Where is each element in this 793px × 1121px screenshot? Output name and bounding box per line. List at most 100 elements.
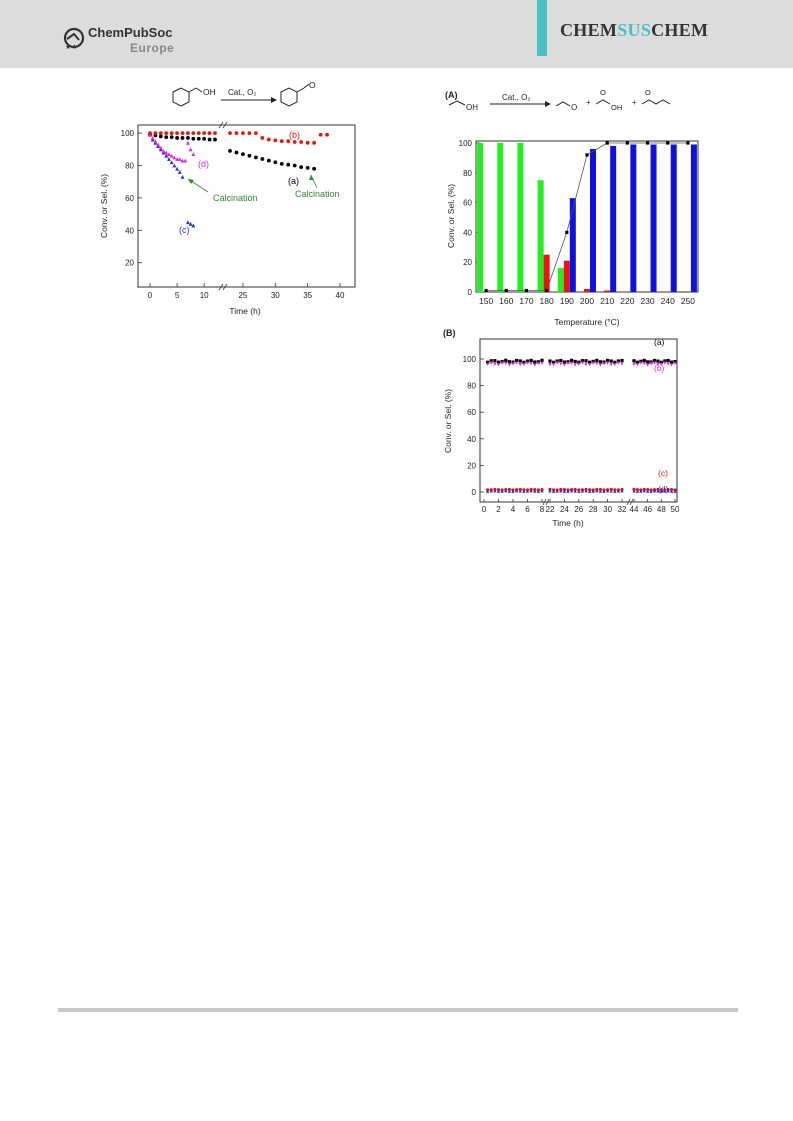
data-point-B-3 — [639, 489, 643, 493]
data-point-B-3 — [500, 489, 504, 493]
data-point-left-0 — [273, 160, 278, 165]
bar-A-series0-180 — [537, 180, 544, 292]
data-point-B-0 — [613, 360, 617, 364]
data-point-B-0 — [606, 358, 610, 363]
x-tick-label-left: 30 — [271, 291, 280, 300]
data-point-left-1 — [228, 131, 232, 135]
scheme-A-plus-1: + — [586, 98, 591, 107]
data-point-B-0 — [580, 359, 584, 363]
x-tick-label-B: 8 — [540, 505, 545, 514]
data-point-B-0 — [555, 359, 559, 363]
data-point-B-1 — [525, 361, 530, 365]
x-tick-label-A: 190 — [560, 296, 574, 306]
data-point-left-1 — [175, 131, 179, 135]
data-point-B-1 — [613, 362, 617, 367]
y-tick-label-left: 80 — [125, 162, 134, 171]
data-point-B-3 — [511, 489, 515, 493]
x-tick-label-left: 10 — [200, 291, 209, 300]
data-point-left-3 — [188, 147, 193, 152]
y-tick-label-A: 100 — [459, 139, 473, 148]
data-point-left-0 — [207, 137, 212, 142]
chart-left: OH Cat., O₂ O 0 5 10 25 30 35 40 20 40 60 80 100 Co… — [99, 80, 356, 316]
data-point-left-0 — [299, 165, 304, 170]
x-tick-label-A: 170 — [519, 296, 533, 306]
data-point-left-3 — [164, 150, 169, 155]
calcination-annotations: Calcination Calcination — [187, 174, 340, 203]
data-point-left-3 — [172, 155, 177, 160]
panel-label-A: (A) — [445, 90, 458, 100]
data-point-B-2 — [669, 488, 674, 492]
x-tick-label-B: 46 — [643, 505, 652, 514]
series-label-a-left: (a) — [288, 176, 299, 186]
x-tick-label-left: 35 — [303, 291, 312, 300]
data-point-B-0 — [548, 359, 552, 363]
data-point-left-1 — [260, 136, 265, 140]
data-point-B-0 — [525, 359, 530, 363]
svg-text:O: O — [600, 88, 606, 97]
journal-accent-bar — [537, 0, 547, 56]
y-tick-label-A: 80 — [463, 169, 472, 178]
data-point-left-0 — [158, 134, 163, 139]
data-point-left-3 — [175, 157, 179, 161]
data-point-left-1 — [292, 140, 297, 144]
bar-A-series0-170 — [517, 143, 524, 292]
data-point-B-1 — [573, 363, 577, 367]
publisher-logo: ★★ ChemPubSoc Europe — [62, 22, 192, 62]
bar-A-series1-210 — [604, 290, 611, 292]
data-point-B-0 — [659, 360, 663, 364]
data-point-left-0 — [186, 136, 190, 140]
x-tick-label-B: 44 — [630, 505, 639, 514]
data-point-B-3 — [515, 489, 519, 493]
data-point-B-0 — [515, 358, 519, 363]
data-point-B-0 — [529, 358, 533, 363]
data-point-B-0 — [669, 360, 674, 364]
x-tick-label-B: 22 — [546, 505, 555, 514]
figure-left: OH Cat., O₂ O 0 5 10 25 30 35 40 20 40 60 80 100 Co… — [95, 80, 360, 320]
data-point-B-0 — [591, 359, 595, 363]
y-tick-label-A: 40 — [463, 228, 472, 237]
data-point-B-1 — [548, 363, 552, 367]
x-tick-label-A: 200 — [580, 296, 594, 306]
x-axis-label-left: Time (h) — [229, 306, 260, 316]
data-point-B-3 — [616, 489, 620, 493]
x-tick-label-B: 30 — [603, 505, 612, 514]
data-point-B-1 — [507, 363, 511, 367]
data-point-B-1 — [566, 361, 570, 366]
data-point-B-3 — [663, 489, 667, 493]
data-point-B-0 — [673, 360, 677, 364]
data-point-B-0 — [507, 360, 511, 364]
data-point-B-0 — [570, 358, 574, 362]
x-tick-label-A: 220 — [620, 296, 634, 306]
data-point-B-0 — [559, 358, 563, 363]
data-point-left-0 — [279, 161, 284, 166]
data-point-left-3 — [177, 157, 182, 161]
data-point-B-3 — [606, 489, 610, 493]
data-point-B-3 — [507, 489, 511, 493]
data-point-B-0 — [500, 359, 504, 364]
conversion-point-A-220 — [625, 141, 629, 145]
chart-A: (A) OH Cat., O₂ O + O OH + O 0 20 40 60 80 10… — [445, 88, 699, 327]
data-point-left-1 — [186, 131, 190, 135]
x-tick-label-B: 24 — [560, 505, 569, 514]
bar-A-series0-190 — [557, 268, 564, 292]
data-point-left-2 — [188, 221, 193, 226]
data-point-B-3 — [635, 489, 640, 493]
data-point-left-0 — [241, 152, 245, 157]
data-point-B-1 — [511, 362, 515, 366]
data-point-B-1 — [552, 362, 556, 367]
annotation-calcination-2: Calcination — [295, 189, 340, 199]
series-label-c-B: (c) — [658, 468, 668, 478]
data-point-B-3 — [620, 489, 624, 493]
data-point-B-0 — [609, 359, 613, 363]
data-point-left-2 — [169, 160, 174, 165]
y-axis-label-A: Conv. or Sel. (%) — [446, 184, 456, 248]
data-point-left-2 — [191, 223, 196, 228]
data-point-B-1 — [632, 362, 636, 367]
x-axis-label-B: Time (h) — [552, 518, 583, 528]
data-point-B-3 — [552, 489, 556, 493]
data-point-B-0 — [666, 358, 670, 363]
x-tick-label-A: 180 — [540, 296, 554, 306]
data-point-B-1 — [666, 362, 670, 366]
y-tick-label-B: 40 — [467, 435, 476, 444]
bar-A-series2-250 — [690, 144, 697, 292]
